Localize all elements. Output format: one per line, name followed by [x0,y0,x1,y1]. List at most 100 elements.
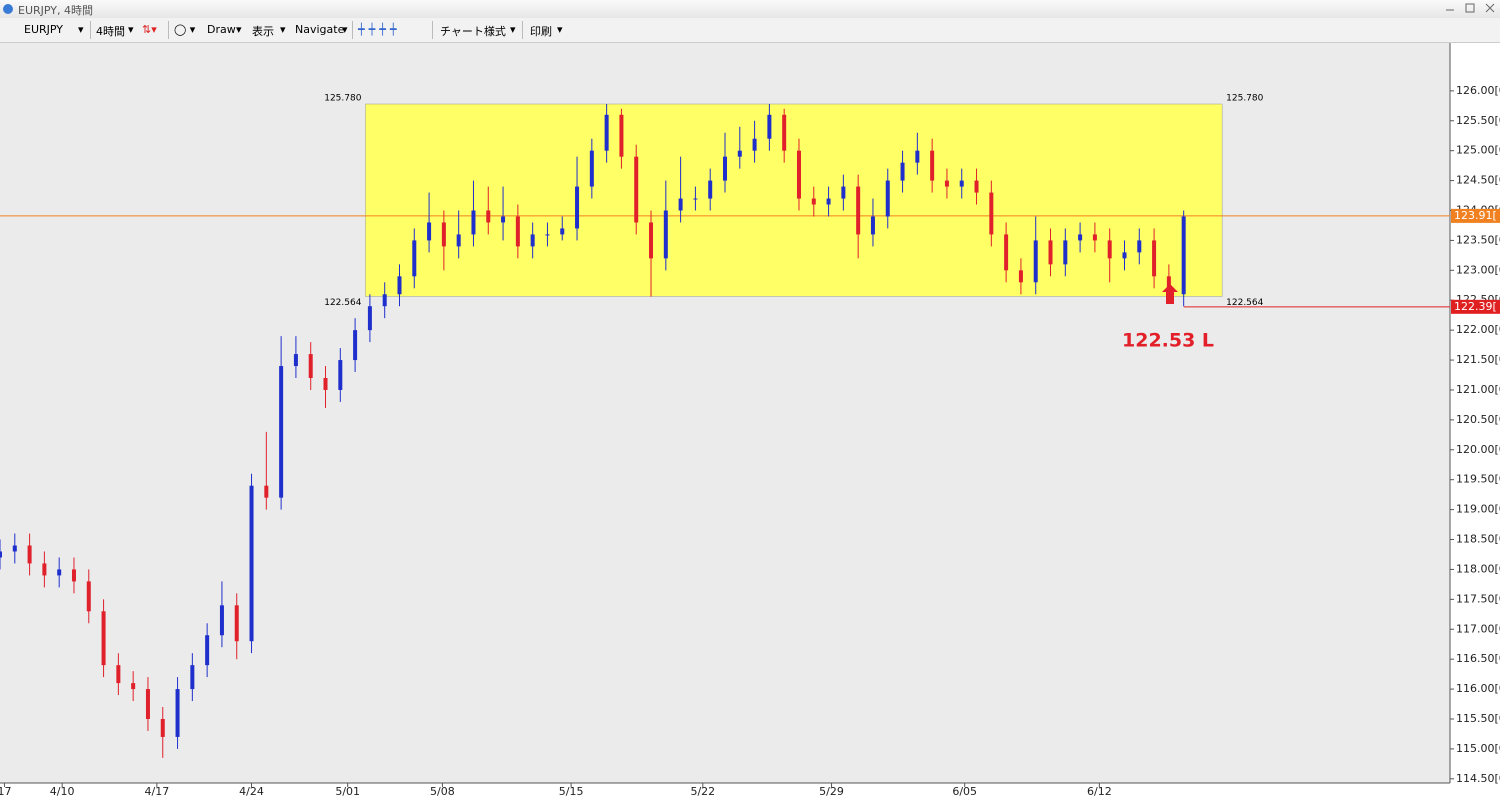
candle-body [974,180,979,193]
candle-body [782,114,787,151]
draw-menu[interactable]: Draw [207,23,236,36]
candle-body [841,186,846,199]
symbol-select[interactable]: EURJPY [24,23,63,36]
print-menu[interactable]: 印刷 [530,25,552,38]
candle-body [723,156,727,181]
candle-body [308,354,313,379]
y-tick-label: 120.50[0 [1456,413,1500,426]
candle-body [367,306,372,331]
title-bar: EURJPY, 4時間 [0,0,1500,18]
navigate-menu[interactable]: Navigate [295,23,345,36]
candle-body [1092,234,1097,241]
y-tick-label: 126.00[0 [1456,84,1500,97]
candle-body [382,294,387,307]
candle-body [1078,234,1083,241]
y-tick-label: 118.50[0 [1456,533,1500,546]
y-tick-label: 119.00[0 [1456,503,1500,516]
candle-body [71,569,76,582]
x-tick-label: 5/01 [335,785,360,798]
candle-body [86,581,91,612]
candle-body [427,222,432,241]
box-low-label: 122.564 [1226,298,1263,308]
timeframe-select[interactable]: 4時間 [96,25,125,38]
y-tick-label: 117.00[0 [1456,622,1500,635]
chart-style-menu[interactable]: チャート様式 [440,25,506,38]
x-tick-label: 4/24 [239,785,264,798]
y-tick-label: 120.00[0 [1456,443,1500,456]
candle-body [1122,252,1127,259]
candle-body [767,114,772,139]
y-tick-label: 121.00[0 [1456,383,1500,396]
close[interactable] [1485,3,1495,13]
candle-body [1137,240,1142,253]
candle-body [708,180,713,199]
y-tick-label: 123.50[0 [1456,233,1500,246]
y-tick-label: 123.00[0 [1456,263,1500,276]
candle-body [575,186,580,229]
candle-body [1181,216,1186,295]
y-tick-label: 124.50[0 [1456,174,1500,187]
candle-body [930,150,935,181]
x-tick-label: 17 [0,785,11,798]
window-title: EURJPY, 4時間 [18,4,93,17]
candle-body [471,210,476,235]
candle-body [1048,240,1053,265]
y-tick-label: 117.50[0 [1456,592,1500,605]
window-controls [3,3,1495,14]
annotation-arrow [1162,284,1178,304]
candle-body [456,234,461,247]
box-high-label: 125.780 [1226,94,1263,104]
candle-body [486,210,491,223]
y-tick-label: 115.00[0 [1456,742,1500,755]
candle-body [826,198,831,205]
y-tick-label: 118.00[0 [1456,562,1500,575]
y-axis-panel [1450,43,1500,783]
candle-body [796,150,801,199]
candle-body [323,378,328,390]
candle-body [397,276,402,295]
price-tag [1451,299,1500,314]
view-menu[interactable]: 表示 [252,25,274,38]
candle-body [811,198,816,205]
candle-body [634,156,639,223]
y-tick-label: 122.00[0 [1456,323,1500,336]
candle-body [737,150,742,157]
candle-body [619,114,624,157]
y-tick-label: 121.50[0 [1456,353,1500,366]
candle-body [293,354,298,367]
candle-body [856,186,861,235]
x-tick-label: 6/05 [952,785,977,798]
candle-body [530,234,535,247]
annotation-label: 122.53 L [1122,330,1214,352]
y-tick-label: 119.50[0 [1456,473,1500,486]
candle-body [27,545,32,564]
candle-body [545,234,550,236]
price-tag [1451,208,1500,223]
x-tick-label: 6/12 [1087,785,1112,798]
candle-body [145,689,150,719]
x-tick-label: 5/08 [430,785,455,798]
candle-body [131,683,136,690]
x-tick-label: 5/15 [559,785,584,798]
candle-body [205,635,210,666]
x-tick-label: 4/17 [144,785,169,798]
box-low-label: 122.564 [324,298,361,308]
candle-body [249,485,254,642]
y-tick-label: 125.00[0 [1456,144,1500,157]
candle-body [1033,240,1038,283]
candle-body [589,150,594,187]
candle-body [57,569,62,576]
candle-body [0,551,2,558]
candle-body [604,114,609,151]
y-tick-label: 115.50[0 [1456,712,1500,725]
x-tick-label: 4/10 [50,785,75,798]
candle-body [989,192,994,235]
app-icon [3,4,13,14]
candle-body [234,605,239,642]
candle-body [944,180,949,187]
maximize[interactable] [1465,3,1475,13]
candle-body [663,210,668,259]
candle-body [560,228,565,235]
candle-body [1107,240,1112,259]
